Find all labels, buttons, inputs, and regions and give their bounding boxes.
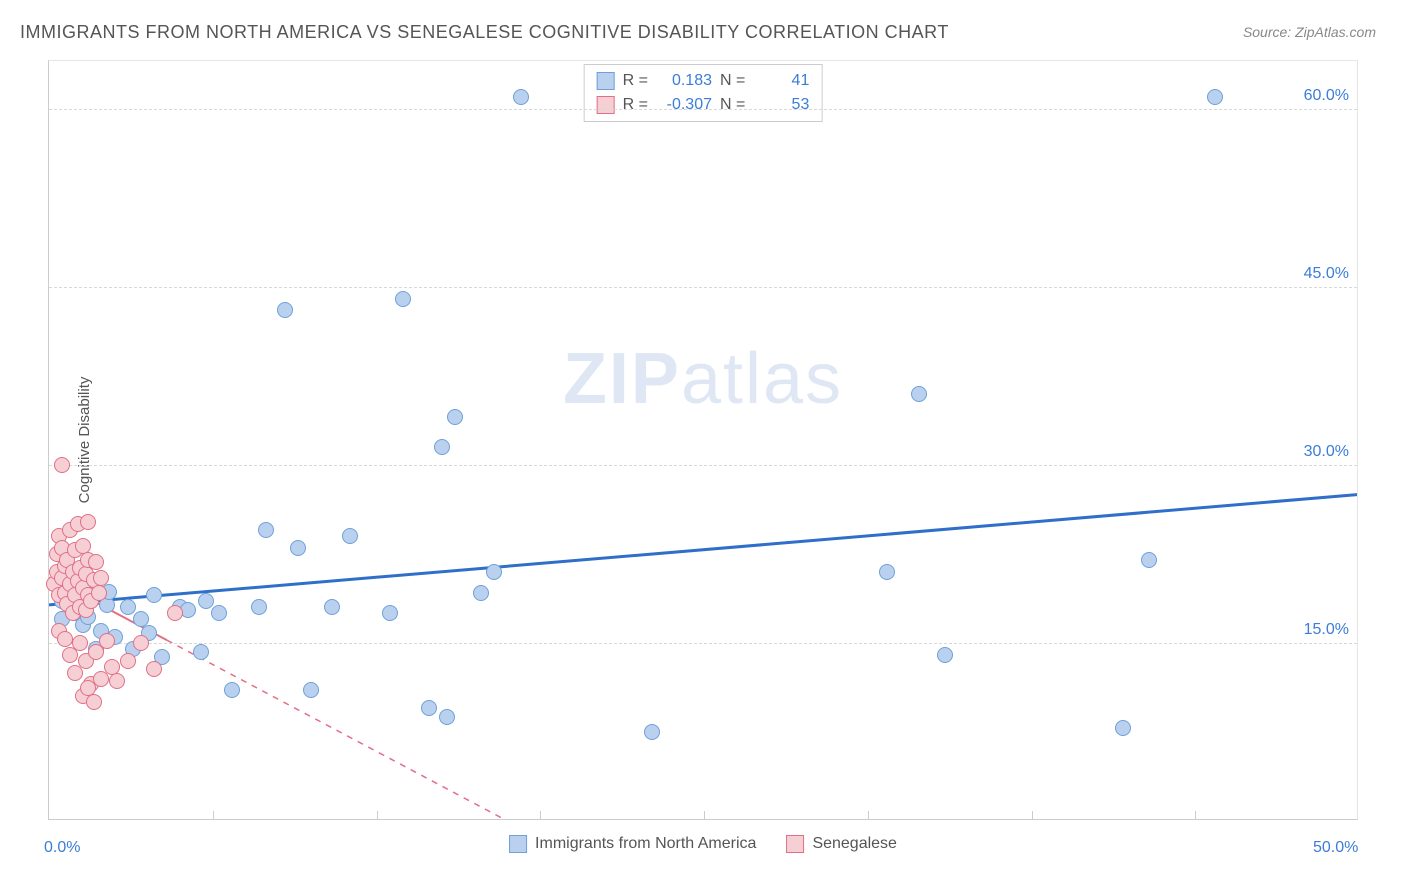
data-point — [211, 605, 227, 621]
data-point — [277, 302, 293, 318]
data-point — [1141, 552, 1157, 568]
data-point — [382, 605, 398, 621]
data-point — [88, 554, 104, 570]
data-point — [324, 599, 340, 615]
data-point — [342, 528, 358, 544]
data-point — [434, 439, 450, 455]
data-point — [1207, 89, 1223, 105]
data-point — [91, 585, 107, 601]
chart-title: IMMIGRANTS FROM NORTH AMERICA VS SENEGAL… — [20, 22, 949, 43]
data-point — [109, 673, 125, 689]
correlation-stats-box: R = 0.183 N = 41 R = -0.307 N = 53 — [584, 64, 823, 122]
y-axis-label: Cognitive Disability — [76, 377, 93, 504]
data-point — [486, 564, 502, 580]
data-point — [473, 585, 489, 601]
trend-lines-layer — [49, 61, 1357, 819]
data-point — [99, 633, 115, 649]
data-point — [251, 599, 267, 615]
series2-n-value: 53 — [753, 93, 809, 117]
legend-item: Senegalese — [786, 835, 897, 853]
data-point — [72, 635, 88, 651]
data-point — [644, 724, 660, 740]
data-point — [86, 694, 102, 710]
legend-label: Senegalese — [812, 835, 897, 853]
data-point — [93, 570, 109, 586]
watermark: ZIPatlas — [563, 338, 843, 420]
gridline — [49, 287, 1357, 288]
x-tick-label: 0.0% — [44, 839, 80, 857]
data-point — [439, 709, 455, 725]
data-point — [198, 593, 214, 609]
watermark-atlas: atlas — [681, 339, 843, 419]
legend-label: Immigrants from North America — [535, 835, 756, 853]
legend-item: Immigrants from North America — [509, 835, 756, 853]
series2-r-value: -0.307 — [656, 93, 712, 117]
data-point — [937, 647, 953, 663]
data-point — [120, 653, 136, 669]
data-point — [395, 291, 411, 307]
stat-n-label: N = — [720, 69, 745, 93]
data-point — [193, 644, 209, 660]
data-point — [447, 409, 463, 425]
stats-row: R = -0.307 N = 53 — [597, 93, 810, 117]
y-tick-label: 15.0% — [1304, 621, 1349, 639]
y-tick-label: 45.0% — [1304, 265, 1349, 283]
series2-swatch — [597, 96, 615, 114]
data-point — [167, 605, 183, 621]
data-point — [146, 661, 162, 677]
data-point — [54, 457, 70, 473]
gridline — [49, 643, 1357, 644]
series1-swatch — [597, 72, 615, 90]
data-point — [57, 631, 73, 647]
data-point — [513, 89, 529, 105]
data-point — [146, 587, 162, 603]
x-minor-tick — [213, 811, 214, 819]
x-tick-label: 50.0% — [1313, 839, 1358, 857]
scatter-plot: Cognitive Disability ZIPatlas R = 0.183 … — [48, 60, 1358, 820]
stat-r-label: R = — [623, 93, 648, 117]
data-point — [133, 635, 149, 651]
data-point — [120, 599, 136, 615]
y-tick-label: 30.0% — [1304, 443, 1349, 461]
bottom-legend: Immigrants from North America Senegalese — [509, 835, 897, 853]
stat-n-label: N = — [720, 93, 745, 117]
stat-r-label: R = — [623, 69, 648, 93]
x-minor-tick — [868, 811, 869, 819]
watermark-zip: ZIP — [563, 339, 681, 419]
series1-n-value: 41 — [753, 69, 809, 93]
x-minor-tick — [1195, 811, 1196, 819]
gridline — [49, 465, 1357, 466]
data-point — [224, 682, 240, 698]
source-attribution: Source: ZipAtlas.com — [1243, 24, 1376, 40]
gridline — [49, 109, 1357, 110]
series2-swatch — [786, 835, 804, 853]
data-point — [1115, 720, 1131, 736]
x-minor-tick — [704, 811, 705, 819]
series1-swatch — [509, 835, 527, 853]
data-point — [911, 386, 927, 402]
stats-row: R = 0.183 N = 41 — [597, 69, 810, 93]
y-tick-label: 60.0% — [1304, 87, 1349, 105]
data-point — [290, 540, 306, 556]
data-point — [879, 564, 895, 580]
x-minor-tick — [377, 811, 378, 819]
series1-r-value: 0.183 — [656, 69, 712, 93]
data-point — [80, 514, 96, 530]
x-minor-tick — [540, 811, 541, 819]
data-point — [303, 682, 319, 698]
data-point — [421, 700, 437, 716]
x-minor-tick — [1032, 811, 1033, 819]
data-point — [258, 522, 274, 538]
